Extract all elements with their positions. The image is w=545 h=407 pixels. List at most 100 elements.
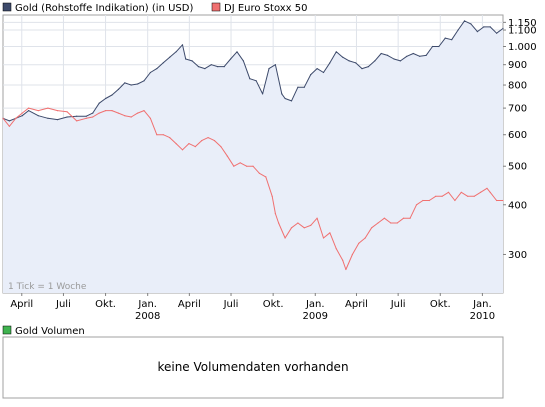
data-point-stoxx: [480, 191, 482, 193]
price-legend-label-stoxx: DJ Euro Stoxx 50: [224, 3, 308, 14]
data-point-stoxx: [316, 217, 318, 219]
y-tick-label: 1.150: [508, 18, 537, 29]
data-point-gold: [21, 115, 23, 117]
y-tick-label: 300: [508, 250, 527, 261]
data-point-stoxx: [441, 195, 443, 197]
y-tick-label: 600: [508, 130, 527, 141]
volume-empty-message: keine Volumendaten vorhanden: [157, 360, 348, 374]
data-point-stoxx: [246, 165, 248, 167]
data-point-gold: [374, 60, 376, 62]
data-point-stoxx: [460, 191, 462, 193]
data-point-gold: [210, 64, 212, 66]
data-point-gold: [297, 86, 299, 88]
x-tick-label: Jan.: [137, 299, 157, 310]
data-point-stoxx: [258, 172, 260, 174]
data-point-gold: [380, 52, 382, 55]
data-point-gold: [217, 66, 219, 68]
data-point-gold: [230, 58, 232, 60]
data-point-gold: [412, 52, 414, 55]
y-tick-label: 700: [508, 104, 527, 115]
volume-legend-label: Gold Volumen: [15, 326, 85, 337]
data-point-gold: [268, 68, 270, 70]
x-tick-label: Jan.: [472, 299, 492, 310]
x-tick-label: April: [178, 299, 201, 310]
x-tick-label: Okt.: [95, 299, 116, 310]
x-tick-label: April: [345, 299, 368, 310]
data-point-stoxx: [143, 110, 145, 112]
data-point-stoxx: [409, 217, 411, 219]
data-point-stoxx: [422, 199, 424, 202]
data-point-stoxx: [335, 248, 337, 250]
data-point-gold: [502, 27, 504, 30]
data-point-gold: [181, 44, 184, 46]
data-point-stoxx: [252, 165, 254, 167]
x-tick-label: Okt.: [263, 299, 284, 310]
data-point-gold: [105, 97, 107, 100]
data-point-gold: [169, 56, 171, 58]
data-point-stoxx: [188, 143, 190, 145]
data-point-gold: [444, 37, 446, 39]
data-point-stoxx: [435, 195, 437, 197]
data-point-stoxx: [47, 107, 49, 109]
data-point-stoxx: [345, 268, 347, 271]
data-point-stoxx: [239, 162, 241, 164]
data-point-stoxx: [56, 110, 59, 112]
data-point-stoxx: [117, 112, 119, 114]
data-point-stoxx: [297, 222, 299, 224]
data-point-gold: [387, 54, 389, 57]
data-point-stoxx: [310, 224, 312, 226]
data-point-gold: [85, 115, 87, 117]
data-point-stoxx: [85, 117, 87, 119]
data-point-gold: [156, 68, 158, 70]
x-tick-year-label: 2009: [303, 311, 328, 322]
data-point-stoxx: [454, 199, 456, 202]
data-point-gold: [425, 54, 427, 57]
data-point-stoxx: [124, 115, 126, 117]
data-point-stoxx: [377, 222, 379, 224]
data-point-stoxx: [322, 237, 325, 239]
data-point-gold: [438, 45, 440, 48]
y-tick-label: 1.000: [508, 42, 537, 53]
data-point-gold: [342, 56, 344, 58]
data-point-gold: [457, 29, 459, 31]
data-point-stoxx: [111, 110, 113, 112]
data-point-stoxx: [15, 117, 17, 119]
data-point-stoxx: [278, 222, 280, 224]
data-point-gold: [242, 60, 244, 62]
data-point-stoxx: [467, 195, 469, 197]
data-point-stoxx: [473, 195, 475, 197]
data-point-gold: [197, 66, 200, 68]
data-point-stoxx: [226, 155, 228, 157]
data-point-stoxx: [274, 213, 276, 215]
price-legend-swatch-gold: [2, 2, 12, 12]
data-point-stoxx: [8, 125, 10, 127]
data-point-gold: [284, 97, 286, 100]
y-tick-label: 900: [508, 60, 527, 71]
data-point-gold: [335, 51, 337, 53]
data-point-stoxx: [137, 112, 139, 114]
data-point-gold: [274, 64, 276, 66]
data-point-gold: [98, 102, 100, 104]
series-line-stoxx: [2, 107, 503, 270]
data-point-stoxx: [98, 112, 100, 114]
data-point-stoxx: [358, 242, 360, 244]
data-point-gold: [329, 62, 331, 64]
data-point-gold: [37, 115, 39, 117]
data-point-stoxx: [21, 112, 23, 114]
data-point-gold: [223, 66, 225, 68]
data-point-gold: [236, 51, 238, 53]
data-point-gold: [92, 112, 94, 114]
x-tick-label: April: [10, 299, 33, 310]
data-point-gold: [406, 55, 408, 57]
data-point-gold: [175, 51, 177, 53]
data-point-stoxx: [284, 237, 286, 239]
data-point-gold: [162, 62, 164, 64]
data-point-gold: [130, 84, 132, 86]
data-point-gold: [137, 83, 139, 85]
data-point-gold: [316, 68, 318, 70]
data-point-gold: [204, 68, 206, 70]
data-point-gold: [310, 74, 312, 76]
data-point-stoxx: [92, 116, 94, 118]
data-point-stoxx: [233, 165, 235, 167]
